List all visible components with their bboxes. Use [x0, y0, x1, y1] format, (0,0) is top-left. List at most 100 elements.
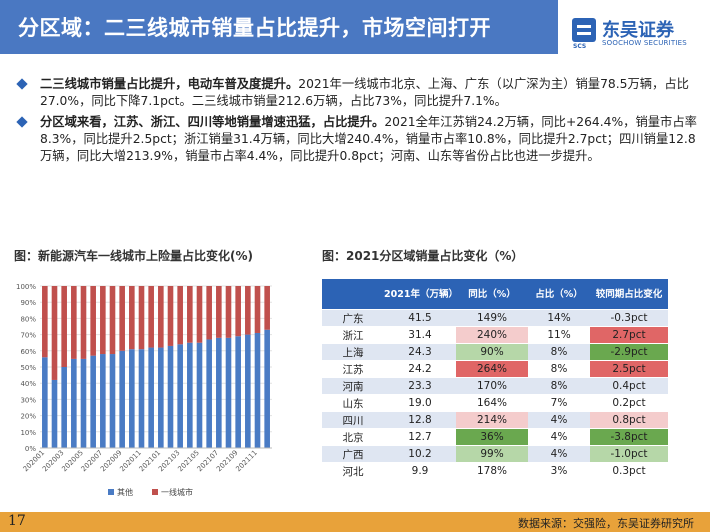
bar-other	[225, 337, 232, 448]
share-cell: 8%	[528, 377, 590, 395]
region-cell: 广西	[322, 445, 384, 463]
yoy-cell: 178%	[456, 462, 528, 479]
legend-label-other: 其他	[117, 487, 133, 497]
y-tick-label: 30%	[20, 396, 36, 404]
yoy-cell: 170%	[456, 377, 528, 395]
table-header-change: 较同期占比变化	[590, 278, 668, 310]
table-row: 河南 23.3 170% 8% 0.4pct	[322, 377, 668, 395]
bar-tier1	[264, 286, 270, 330]
change-cell: -1.0pct	[590, 445, 668, 463]
sales-cell: 24.3	[384, 343, 456, 361]
sales-cell: 19.0	[384, 394, 456, 412]
y-tick-label: 90%	[20, 299, 36, 307]
bar-tier1	[100, 286, 106, 355]
bullet-item: 二三线城市销量占比提升，电动车普及度提升。2021年一线城市北京、上海、广东（以…	[14, 76, 700, 110]
table-row: 河北 9.9 178% 3% 0.3pct	[322, 462, 668, 479]
logo-abbr: SCS	[573, 43, 587, 50]
bar-tier1	[129, 286, 135, 350]
region-cell: 北京	[322, 428, 384, 446]
share-cell: 7%	[528, 394, 590, 412]
bar-other	[177, 344, 183, 448]
bar-tier1	[158, 286, 164, 348]
change-cell: 0.4pct	[590, 377, 668, 395]
share-cell: 4%	[528, 411, 590, 429]
y-tick-label: 10%	[20, 429, 36, 437]
region-cell: 四川	[322, 411, 384, 429]
table-row: 江苏 24.2 264% 8% 2.5pct	[322, 360, 668, 378]
summary-bullets: 二三线城市销量占比提升，电动车普及度提升。2021年一线城市北京、上海、广东（以…	[14, 76, 700, 169]
y-tick-label: 60%	[20, 348, 36, 356]
y-tick-label: 100%	[16, 283, 36, 291]
bar-other	[187, 342, 193, 448]
bar-tier1	[109, 286, 116, 355]
bar-other	[51, 379, 58, 448]
table-row: 浙江 31.4 240% 11% 2.7pct	[322, 326, 668, 344]
region-cell: 河北	[322, 462, 384, 479]
bar-other	[138, 349, 145, 448]
title-bar: 分区域：二三线城市销量占比提升，市场空间打开	[0, 0, 558, 54]
region-cell: 河南	[322, 377, 384, 395]
bullet-text: 2021全年江苏销24.2万辆，同比+264.4%，销量市占率8.3%，同比提升…	[40, 115, 697, 163]
share-cell: 4%	[528, 445, 590, 463]
table-row: 广西 10.2 99% 4% -1.0pct	[322, 445, 668, 463]
bar-tier1	[196, 286, 203, 343]
bar-tier1	[206, 286, 212, 340]
sales-cell: 10.2	[384, 445, 456, 463]
y-tick-label: 40%	[20, 380, 36, 388]
change-cell: 0.3pct	[590, 462, 668, 479]
bar-other	[264, 329, 270, 448]
legend-swatch-tier1	[152, 489, 158, 495]
bar-tier1	[148, 286, 154, 348]
yoy-cell: 264%	[456, 360, 528, 378]
table-row: 北京 12.7 36% 4% -3.8pct	[322, 428, 668, 446]
logo-name-en: SOOCHOW SECURITIES	[602, 39, 687, 47]
change-cell: -0.3pct	[590, 309, 668, 327]
bar-tier1	[61, 286, 67, 367]
bar-tier1	[254, 286, 261, 333]
change-cell: -3.8pct	[590, 428, 668, 446]
table-header-share: 占比（%）	[528, 278, 590, 310]
bar-other	[109, 354, 116, 448]
change-cell: 0.8pct	[590, 411, 668, 429]
sales-cell: 31.4	[384, 326, 456, 344]
sales-cell: 23.3	[384, 377, 456, 395]
y-tick-label: 0%	[25, 445, 36, 453]
bar-other	[42, 357, 48, 448]
sales-cell: 9.9	[384, 462, 456, 479]
bar-other	[235, 336, 241, 448]
bar-tier1	[90, 286, 96, 356]
legend-label-tier1: 一线城市	[161, 487, 193, 497]
bar-tier1	[245, 286, 251, 335]
table-header-row: 2021年（万辆） 同比（%） 占比（%） 较同期占比变化	[322, 278, 668, 310]
bar-tier1	[71, 286, 77, 359]
share-cell: 8%	[528, 360, 590, 378]
table-header-sales: 2021年（万辆）	[384, 278, 458, 310]
yoy-cell: 36%	[456, 428, 528, 446]
region-cell: 浙江	[322, 326, 384, 344]
share-cell: 14%	[528, 309, 590, 327]
share-cell: 11%	[528, 326, 590, 344]
table-header-yoy: 同比（%）	[456, 278, 528, 310]
y-tick-label: 20%	[20, 413, 36, 421]
logo-icon	[572, 18, 596, 42]
footer-bar: 17 数据来源：交强险，东吴证券研究所	[0, 512, 710, 532]
bullet-item: 分区域来看，江苏、浙江、四川等地销量增速迅猛，占比提升。2021全年江苏销24.…	[14, 114, 700, 165]
table-header-region	[322, 278, 384, 310]
bar-tier1	[225, 286, 232, 338]
bullet-text: 2021年一线城市北京、上海、广东（以广深为主）销量78.5万辆，占比27.0%…	[40, 77, 689, 108]
table-row: 山东 19.0 164% 7% 0.2pct	[322, 394, 668, 412]
right-figure-title: 图：2021分区域销量占比变化（%）	[322, 249, 524, 263]
bar-other	[100, 354, 106, 448]
bar-other	[254, 332, 261, 448]
stacked-bar-chart: 0%10%20%30%40%50%60%70%80%90%100%2020012…	[16, 283, 272, 497]
bar-other	[148, 347, 154, 448]
bar-tier1	[42, 286, 48, 358]
bar-tier1	[235, 286, 241, 337]
company-logo: 东吴证券 SOOCHOW SECURITIES SCS	[572, 14, 702, 54]
yoy-cell: 99%	[456, 445, 528, 463]
change-cell: 2.7pct	[590, 326, 668, 344]
change-cell: -2.9pct	[590, 343, 668, 361]
bar-other	[196, 342, 203, 448]
change-cell: 0.2pct	[590, 394, 668, 412]
region-cell: 广东	[322, 309, 384, 327]
